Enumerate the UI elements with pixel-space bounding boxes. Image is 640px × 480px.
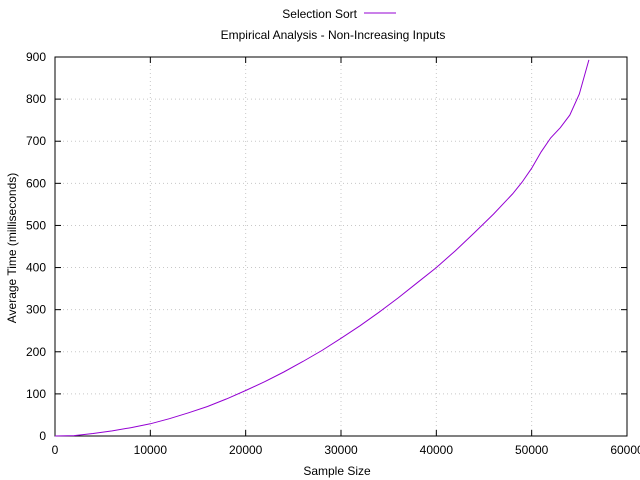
y-tick-label: 100 — [26, 387, 46, 401]
grid — [55, 57, 627, 436]
y-tick-label: 300 — [26, 303, 46, 317]
x-tick-label: 50000 — [515, 443, 549, 457]
y-tick-label: 800 — [26, 92, 46, 106]
y-tick-label: 500 — [26, 218, 46, 232]
y-axis-label: Average Time (milliseconds) — [5, 173, 19, 324]
y-tick-label: 600 — [26, 176, 46, 190]
y-tick-label: 900 — [26, 50, 46, 64]
legend: Selection Sort — [282, 7, 396, 21]
x-tick-label: 0 — [52, 443, 59, 457]
y-tick-label: 400 — [26, 261, 46, 275]
series-line-selection-sort — [54, 59, 590, 437]
legend-label-selection-sort: Selection Sort — [282, 7, 357, 21]
y-tick-label: 0 — [39, 429, 46, 443]
y-tick-label: 700 — [26, 134, 46, 148]
chart-title: Empirical Analysis - Non-Increasing Inpu… — [221, 28, 446, 42]
x-tick-label: 10000 — [134, 443, 168, 457]
tick-marks — [54, 56, 628, 437]
x-tick-label: 30000 — [324, 443, 358, 457]
x-tick-label: 40000 — [420, 443, 454, 457]
x-tick-label: 20000 — [229, 443, 263, 457]
x-axis-label: Sample Size — [303, 464, 371, 478]
y-tick-label: 200 — [26, 345, 46, 359]
